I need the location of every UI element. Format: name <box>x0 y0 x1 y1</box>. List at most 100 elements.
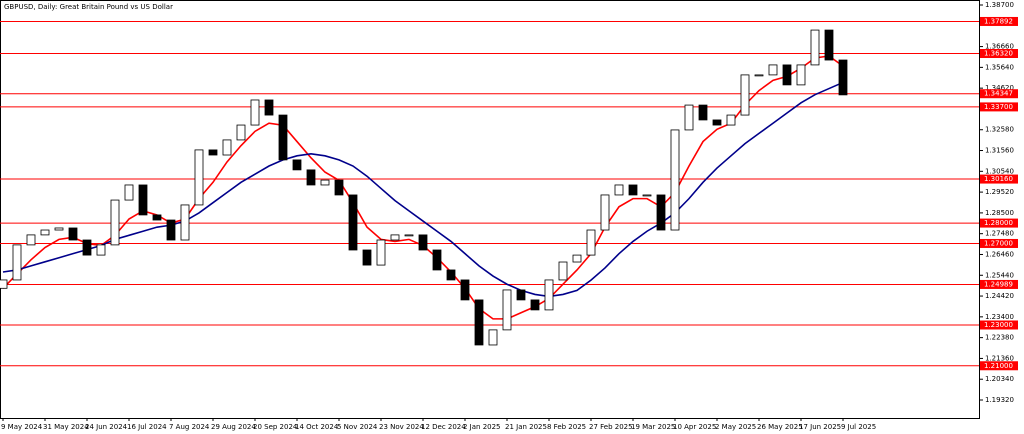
y-tick-label: 1.30540 <box>985 167 1014 175</box>
y-tick-label: 1.22380 <box>985 334 1014 342</box>
x-tick-label: 9 Jul 2025 <box>841 423 876 431</box>
candle-body <box>292 159 302 171</box>
candle-body <box>656 194 666 231</box>
y-tick-label: 1.29520 <box>985 188 1014 196</box>
candle-body <box>642 194 652 197</box>
level-label-box <box>980 218 1018 228</box>
candle-body <box>96 244 106 256</box>
candle-body <box>446 269 456 281</box>
candle-body <box>390 234 400 241</box>
candle-body <box>670 129 680 231</box>
x-tick-label: 16 Jul 2024 <box>127 423 167 431</box>
candle-body <box>530 299 540 311</box>
y-tick-label: 1.28500 <box>985 209 1014 217</box>
candle-body <box>404 234 414 237</box>
x-tick-label: 2 May 2025 <box>715 423 756 431</box>
y-tick-label: 1.24420 <box>985 292 1014 300</box>
candle-body <box>236 124 246 141</box>
x-tick-label: 2 Jan 2025 <box>463 423 501 431</box>
candle-body <box>768 64 778 76</box>
candle-body <box>26 234 36 246</box>
moving-average <box>2 81 844 298</box>
x-tick-label: 9 May 2024 <box>1 423 43 431</box>
chart-title: GBPUSD, Daily: Great Britain Pound vs US… <box>4 3 173 11</box>
candle-body <box>474 299 484 346</box>
candle-body <box>320 179 330 186</box>
level-label: 1.27000 <box>984 239 1013 247</box>
candle-body <box>208 149 218 156</box>
y-tick-label: 1.35640 <box>985 63 1014 71</box>
y-tick-label: 1.25440 <box>985 271 1014 279</box>
candle-body <box>600 194 610 231</box>
candle-body <box>362 249 372 266</box>
y-tick-label: 1.36660 <box>985 43 1014 51</box>
level-label-box <box>980 320 1018 330</box>
candle-body <box>166 219 176 241</box>
x-tick-label: 10 Apr 2025 <box>673 423 716 431</box>
level-label: 1.23000 <box>984 321 1013 329</box>
candle-body <box>810 29 820 66</box>
level-label-box <box>980 174 1018 184</box>
x-tick-label: 5 Nov 2024 <box>337 423 378 431</box>
y-tick-label: 1.34620 <box>985 84 1014 92</box>
candle-body <box>194 149 204 206</box>
x-tick-label: 8 Feb 2025 <box>547 423 586 431</box>
level-label: 1.30160 <box>984 175 1013 183</box>
x-tick-label: 31 May 2024 <box>43 423 89 431</box>
candle-body <box>138 184 148 216</box>
candle-body <box>796 64 806 86</box>
level-label: 1.36320 <box>984 50 1013 58</box>
candle-body <box>278 114 288 161</box>
candle-body <box>698 104 708 121</box>
candle-body <box>572 254 582 263</box>
candle-body <box>124 184 134 201</box>
x-tick-label: 17 Jun 2025 <box>799 423 841 431</box>
candle-body <box>264 99 274 116</box>
y-tick-label: 1.38700 <box>985 1 1014 9</box>
x-tick-label: 20 Sep 2024 <box>253 423 298 431</box>
x-tick-label: 29 Aug 2024 <box>211 423 256 431</box>
candle-body <box>712 119 722 126</box>
y-tick-label: 1.26460 <box>985 250 1014 258</box>
candle-body <box>614 184 624 196</box>
candle-body <box>334 179 344 196</box>
candle-body <box>754 74 764 77</box>
level-label-box <box>980 102 1018 112</box>
y-tick-label: 1.32580 <box>985 126 1014 134</box>
candle-body <box>502 289 512 331</box>
candle-body <box>628 184 638 196</box>
candle-body <box>460 279 470 301</box>
level-label: 1.37892 <box>984 17 1013 25</box>
candle-body <box>516 289 526 301</box>
candle-body <box>544 279 554 311</box>
plot-frame <box>0 0 980 419</box>
y-tick-label: 1.20340 <box>985 375 1014 383</box>
candle-body <box>684 104 694 131</box>
candle-body <box>222 139 232 156</box>
candle-body <box>432 249 442 271</box>
x-tick-label: 21 Jan 2025 <box>505 423 547 431</box>
candle-body <box>250 99 260 126</box>
level-label-box <box>980 361 1018 371</box>
level-label: 1.33700 <box>984 103 1013 111</box>
level-label-box <box>980 238 1018 248</box>
candle-body <box>306 169 316 186</box>
candle-body <box>838 59 848 96</box>
candle-body <box>418 234 428 251</box>
candle-body <box>152 214 162 221</box>
candle-body <box>54 227 64 231</box>
candle-body <box>348 194 358 251</box>
candle-body <box>726 114 736 126</box>
x-tick-label: 23 Nov 2024 <box>379 423 424 431</box>
candle-body <box>558 261 568 281</box>
level-label-box <box>980 16 1018 26</box>
candle-body <box>586 229 596 256</box>
x-tick-label: 27 Feb 2025 <box>589 423 633 431</box>
candle-body <box>740 74 750 116</box>
candle-body <box>824 29 834 61</box>
level-label: 1.34347 <box>984 90 1013 98</box>
x-tick-label: 26 May 2025 <box>757 423 803 431</box>
candle-body <box>68 227 78 241</box>
candle-body <box>12 244 22 281</box>
